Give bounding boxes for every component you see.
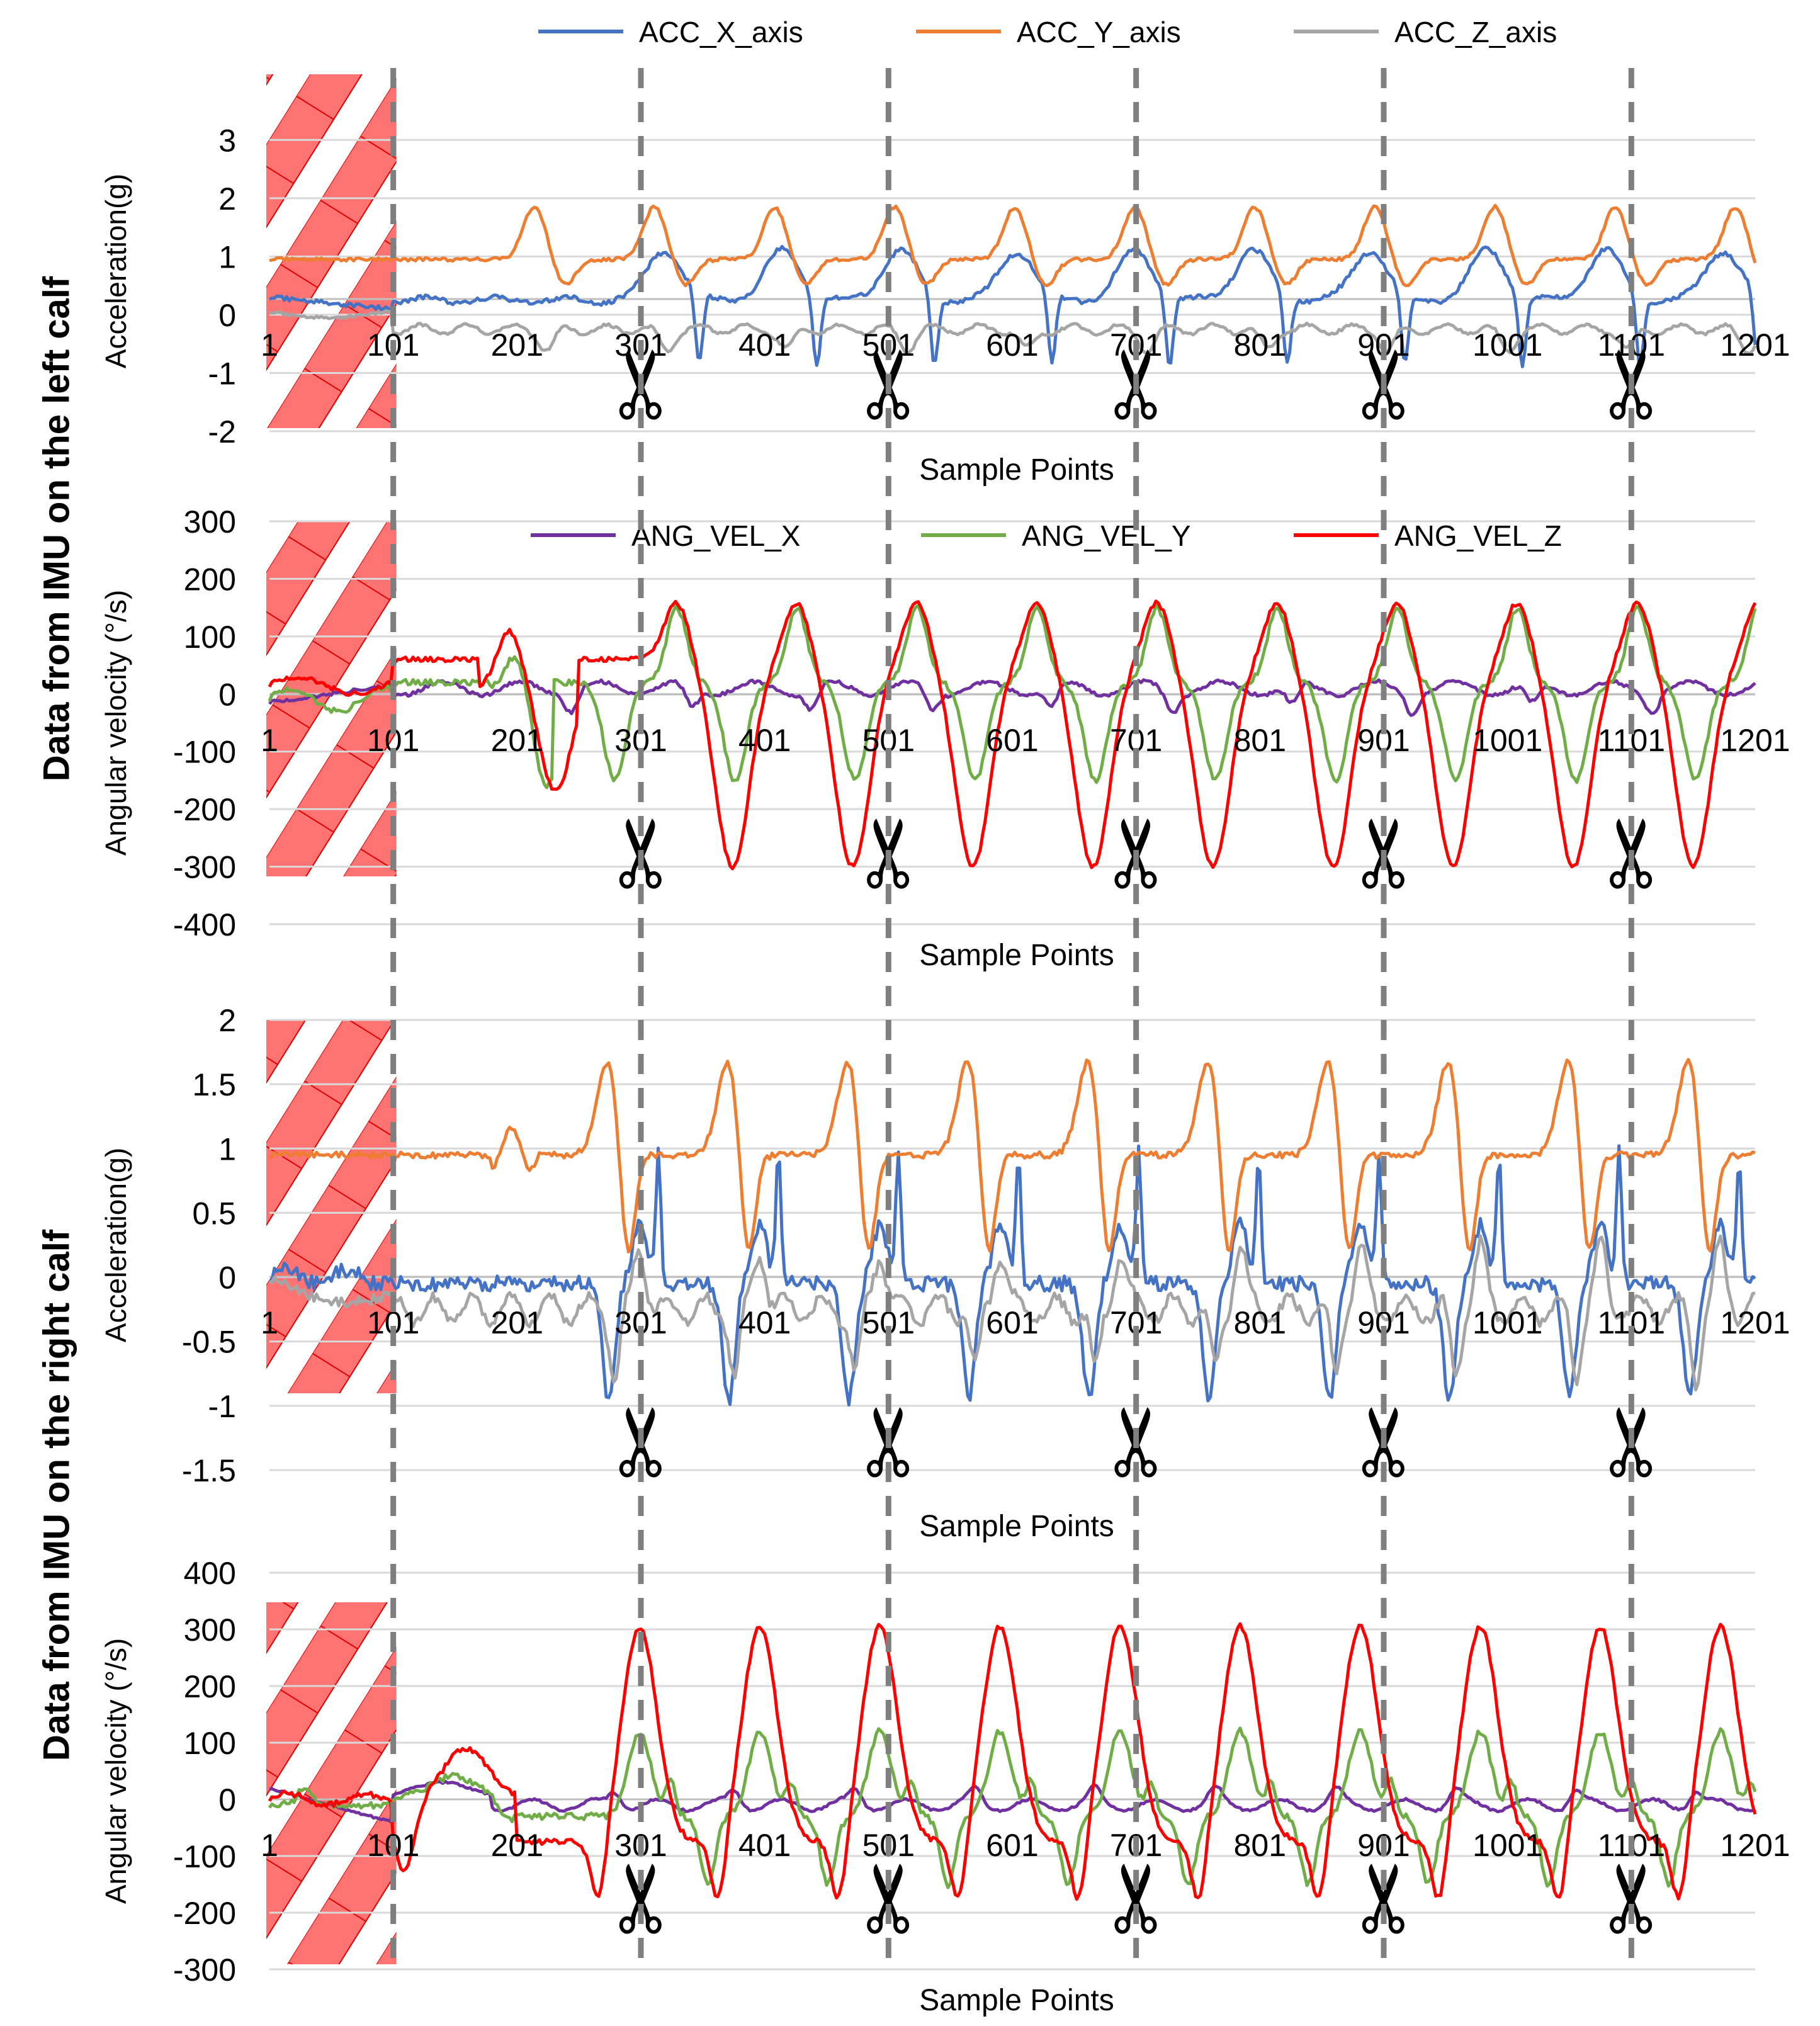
x-tick-label: 801 <box>1234 327 1286 363</box>
series-line-acc-z-axis <box>269 309 1757 356</box>
x-tick-label: 601 <box>986 1305 1038 1340</box>
series-line-acc-x-axis <box>268 1144 1756 1407</box>
series-line-acc-y-axis <box>269 203 1757 288</box>
series-line-ang-vel-x <box>268 678 1756 717</box>
x-tick-label: 801 <box>1234 1305 1286 1340</box>
x-tick-label: 1201 <box>1720 1305 1790 1340</box>
group-label-right-calf: Data from IMU on the right calf <box>36 1229 77 1762</box>
series-line-ang-vel-z <box>268 599 1757 871</box>
x-tick-label: 1 <box>261 723 278 758</box>
discarded-region <box>266 1602 397 1964</box>
x-tick-label: 801 <box>1234 1828 1286 1863</box>
y-tick-label: 1 <box>218 239 236 274</box>
discarded-region <box>266 1020 397 1393</box>
y-axis-title: Acceleration(g) <box>99 174 132 368</box>
y-axis-title: Angular velocity (°/s) <box>99 590 132 856</box>
x-axis-title: Sample Points <box>919 453 1114 487</box>
y-tick-label: 1.5 <box>192 1067 236 1102</box>
series-line-ang-vel-y <box>268 604 1757 789</box>
x-tick-label: 1001 <box>1472 327 1542 363</box>
x-tick-label: 401 <box>738 1305 791 1340</box>
x-tick-label: 1001 <box>1472 1828 1542 1863</box>
y-tick-label: 2 <box>218 181 236 217</box>
x-tick-label: 1 <box>261 1305 278 1340</box>
y-tick-label: -1 <box>208 356 236 391</box>
legend-label: ACC_Y_axis <box>1017 16 1181 48</box>
y-axis-title: Angular velocity (°/s) <box>99 1638 132 1904</box>
x-tick-label: 1201 <box>1720 327 1790 363</box>
x-axis-title: Sample Points <box>919 1510 1114 1543</box>
y-tick-label: 3 <box>218 123 236 158</box>
y-tick-label: -1 <box>208 1389 236 1424</box>
x-axis-title: Sample Points <box>919 1984 1114 2017</box>
y-tick-label: 100 <box>184 620 236 655</box>
y-tick-label: 0 <box>218 1782 236 1818</box>
y-tick-label: 1 <box>218 1131 236 1167</box>
y-tick-label: 400 <box>184 1556 236 1591</box>
x-tick-label: 1 <box>261 1828 278 1863</box>
x-tick-label: 401 <box>738 723 791 758</box>
y-tick-label: -300 <box>173 850 236 885</box>
y-tick-label: -0.5 <box>182 1325 236 1360</box>
y-tick-label: 200 <box>184 562 236 597</box>
legend-label: ANG_VEL_X <box>631 519 800 552</box>
legend-label: ANG_VEL_Z <box>1394 519 1562 552</box>
y-tick-label: 0 <box>218 1260 236 1296</box>
y-tick-label: 300 <box>184 504 236 540</box>
x-tick-label: 1 <box>261 327 278 363</box>
y-tick-label: 200 <box>184 1669 236 1704</box>
y-tick-label: 100 <box>184 1726 236 1761</box>
series-line-acc-x-axis <box>269 245 1757 368</box>
y-tick-label: -1.5 <box>182 1453 236 1488</box>
y-tick-label: -100 <box>173 1839 236 1874</box>
x-tick-label: 1001 <box>1472 723 1542 758</box>
series-line-acc-z-axis <box>268 1234 1756 1392</box>
y-tick-label: -200 <box>173 792 236 827</box>
y-tick-label: 0.5 <box>192 1196 236 1231</box>
y-tick-label: -2 <box>208 414 236 450</box>
y-tick-label: 300 <box>184 1612 236 1648</box>
x-tick-label: 201 <box>491 327 543 363</box>
legend-label: ACC_Z_axis <box>1394 16 1557 48</box>
group-label-left-calf: Data from IMU on the left calf <box>36 276 77 782</box>
series-line-acc-y-axis <box>269 1058 1756 1254</box>
x-tick-label: 201 <box>491 723 543 758</box>
x-tick-label: 401 <box>738 327 791 363</box>
x-tick-label: 201 <box>491 1305 543 1340</box>
legend-label: ACC_X_axis <box>639 16 803 48</box>
y-axis-title: Acceleration(g) <box>99 1148 132 1342</box>
x-tick-label: 1201 <box>1720 723 1790 758</box>
panel-left-acceleration: 3210-1-211012013014015016017018019011001… <box>99 16 1790 487</box>
x-tick-label: 1001 <box>1472 1305 1542 1340</box>
x-tick-label: 601 <box>986 723 1038 758</box>
series-line-ang-vel-x <box>269 1779 1756 1823</box>
x-tick-label: 1201 <box>1720 1828 1790 1863</box>
y-tick-label: 0 <box>218 298 236 333</box>
y-tick-label: -100 <box>173 735 236 770</box>
x-tick-label: 801 <box>1234 723 1286 758</box>
y-tick-label: 0 <box>218 677 236 712</box>
x-tick-label: 201 <box>491 1828 543 1863</box>
panel-right-acceleration: 21.510.50-0.5-1-1.51 101 201 301 401 501 601 70… <box>99 1003 1790 1543</box>
x-tick-label: 601 <box>986 1828 1038 1863</box>
legend-label: ANG_VEL_Y <box>1022 519 1190 552</box>
y-tick-label: 2 <box>218 1003 236 1038</box>
x-axis-title: Sample Points <box>919 939 1114 972</box>
y-tick-label: -400 <box>173 907 236 942</box>
series-line-ang-vel-z <box>268 1622 1757 1901</box>
panel-right-angular-velocity: 4003002001000-100-200-300110120130140150… <box>99 1556 1790 2017</box>
x-tick-label: 601 <box>986 327 1038 363</box>
y-tick-label: -300 <box>173 1952 236 1988</box>
y-tick-label: -200 <box>173 1896 236 1931</box>
x-tick-label: 401 <box>738 1828 791 1863</box>
discarded-region <box>266 74 397 428</box>
